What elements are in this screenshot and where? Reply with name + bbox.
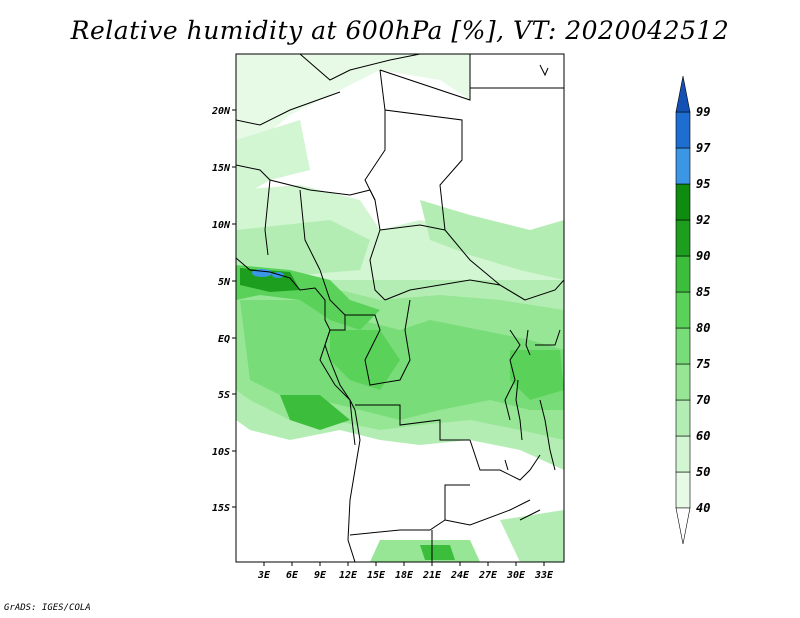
colorbar-label: 80 xyxy=(696,321,710,335)
lat-label: 5N xyxy=(218,277,231,288)
colorbar-label: 40 xyxy=(696,501,710,515)
colorbar-bin xyxy=(675,435,691,473)
lon-label: 30E xyxy=(506,570,526,581)
lon-label: 24E xyxy=(450,570,470,581)
lon-label: 27E xyxy=(478,570,498,581)
map-frame xyxy=(235,53,565,563)
lon-label: 6E xyxy=(286,570,299,581)
colorbar-bin xyxy=(675,327,691,365)
colorbar-label: 95 xyxy=(696,177,710,191)
lat-label: 5S xyxy=(218,390,230,401)
colorbar-label: 75 xyxy=(696,357,710,371)
lon-label: 15E xyxy=(367,570,386,581)
colorbar-bin xyxy=(675,111,691,149)
coastline xyxy=(236,64,549,521)
colorbar-label: 97 xyxy=(696,141,711,155)
lat-label: 10S xyxy=(212,447,230,458)
colorbar-label: 70 xyxy=(696,393,710,407)
country-borders xyxy=(236,54,564,562)
lat-axis: 20N 15N 10N 5N EQ 5S 10S 15S xyxy=(211,106,236,514)
colorbar-bin xyxy=(675,255,691,293)
colorbar-bin xyxy=(675,363,691,401)
lon-label: 3E xyxy=(257,570,271,581)
colorbar-label: 99 xyxy=(696,105,710,119)
lon-axis: 3E 6E 9E 12E 15E 18E 21E 24E 27E 30E 33E xyxy=(257,562,554,581)
lon-label: 21E xyxy=(422,570,442,581)
colorbar-bin xyxy=(675,399,691,437)
lat-label: 20N xyxy=(211,106,231,117)
lon-label: 33E xyxy=(534,570,554,581)
lon-label: 18E xyxy=(395,570,414,581)
lat-label: 15N xyxy=(212,163,231,174)
colorbar-label: 92 xyxy=(696,213,710,227)
lat-label: 15S xyxy=(212,503,230,514)
map-title: Relative humidity at 600hPa [%], VT: 202… xyxy=(70,16,730,45)
lon-label: 12E xyxy=(339,570,358,581)
lat-label: EQ xyxy=(218,334,230,345)
colorbar-bin xyxy=(675,471,691,509)
colorbar-label: 60 xyxy=(696,429,710,443)
colorbar-bin xyxy=(675,147,691,185)
humidity-field xyxy=(236,54,564,562)
colorbar-bin xyxy=(675,291,691,329)
lat-label: 10N xyxy=(212,220,231,231)
colorbar-label: 85 xyxy=(696,285,710,299)
colorbar-label: 90 xyxy=(696,249,710,263)
credit-label: GrADS: IGES/COLA xyxy=(4,603,91,613)
colorbar: 40 50 60 70 75 80 85 90 92 95 97 99 xyxy=(675,75,711,545)
colorbar-bin xyxy=(675,183,691,221)
colorbar-max-arrow xyxy=(675,75,691,113)
lon-label: 9E xyxy=(314,570,327,581)
colorbar-min-arrow xyxy=(675,507,691,545)
colorbar-label: 50 xyxy=(696,465,710,479)
colorbar-bin xyxy=(675,219,691,257)
